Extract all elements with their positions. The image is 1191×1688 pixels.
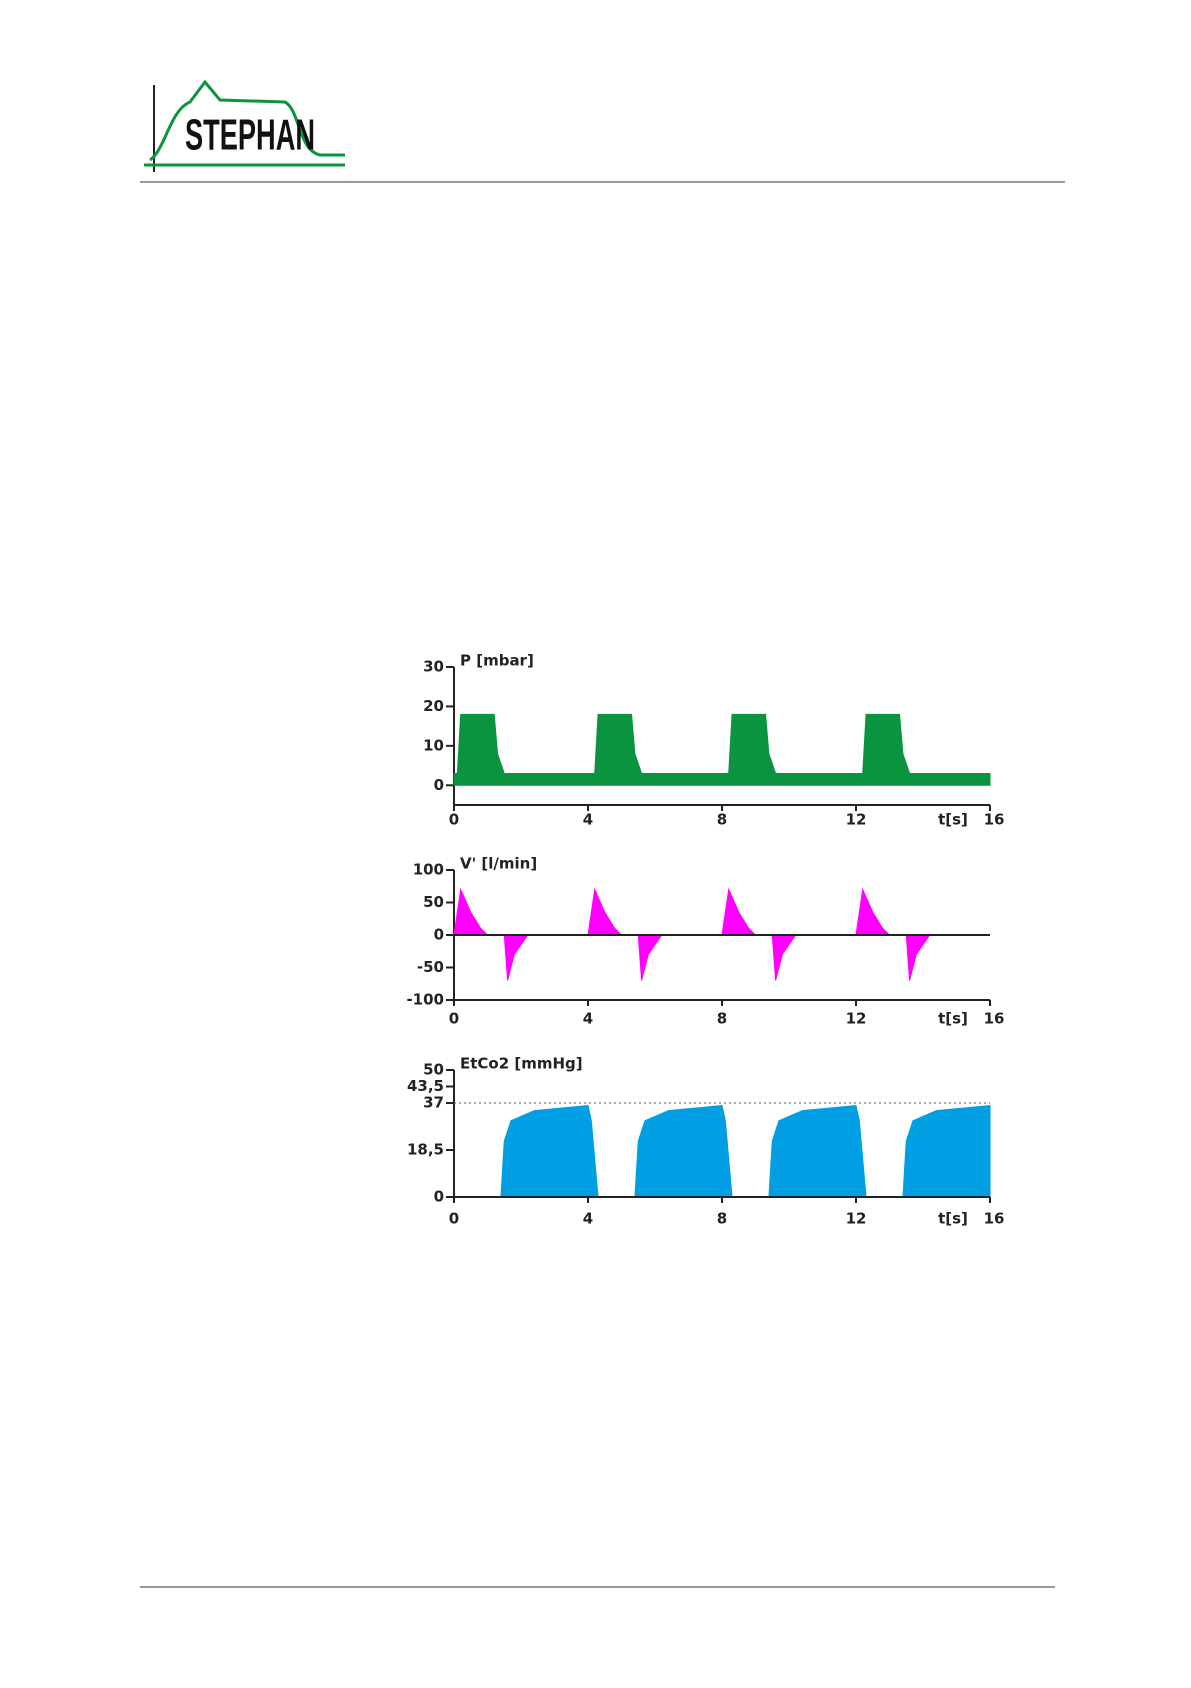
y-tick-label: -50: [417, 958, 444, 976]
y-tick-label: 20: [423, 697, 444, 715]
waveform: [454, 1105, 991, 1198]
x-tick-label: 0: [449, 1010, 459, 1028]
waveform: [453, 713, 991, 786]
logo: STEPHAN: [144, 79, 345, 172]
x-tick-label: 0: [449, 1210, 459, 1228]
x-tick-label: 12: [846, 1210, 867, 1228]
y-tick-label: 37: [423, 1094, 444, 1112]
y-tick-label: 0: [434, 1188, 444, 1206]
x-tick-label: 16: [984, 1210, 1005, 1228]
x-tick-label: 0: [449, 811, 459, 829]
x-axis-label: t[s]: [938, 811, 968, 829]
x-tick-label: 4: [583, 811, 593, 829]
y-tick-label: 43,5: [407, 1077, 444, 1095]
x-tick-label: 12: [846, 811, 867, 829]
y-tick-label: 50: [423, 893, 444, 911]
x-tick-label: 4: [583, 1010, 593, 1028]
y-tick-label: 50: [423, 1061, 444, 1079]
logo-curve: [149, 79, 345, 162]
y-tick-label: 0: [434, 926, 444, 944]
y-tick-label: -100: [406, 991, 444, 1009]
y-tick-label: 30: [423, 658, 444, 676]
logo-text: STEPHAN: [185, 111, 315, 160]
y-tick-label: 100: [413, 861, 444, 879]
chart-title: V' [l/min]: [460, 855, 537, 873]
x-tick-label: 12: [846, 1010, 867, 1028]
x-axis-label: t[s]: [938, 1010, 968, 1028]
x-tick-label: 8: [717, 1210, 727, 1228]
y-tick-label: 18,5: [407, 1141, 444, 1159]
chart-title: P [mbar]: [460, 652, 534, 670]
y-tick-label: 0: [434, 776, 444, 794]
x-tick-label: 16: [984, 811, 1005, 829]
chart-title: EtCo2 [mmHg]: [460, 1055, 583, 1073]
x-axis-label: t[s]: [938, 1210, 968, 1228]
x-tick-label: 8: [717, 1010, 727, 1028]
x-tick-label: 16: [984, 1010, 1005, 1028]
y-tick-label: 10: [423, 736, 444, 754]
x-tick-label: 4: [583, 1210, 593, 1228]
x-tick-label: 8: [717, 811, 727, 829]
